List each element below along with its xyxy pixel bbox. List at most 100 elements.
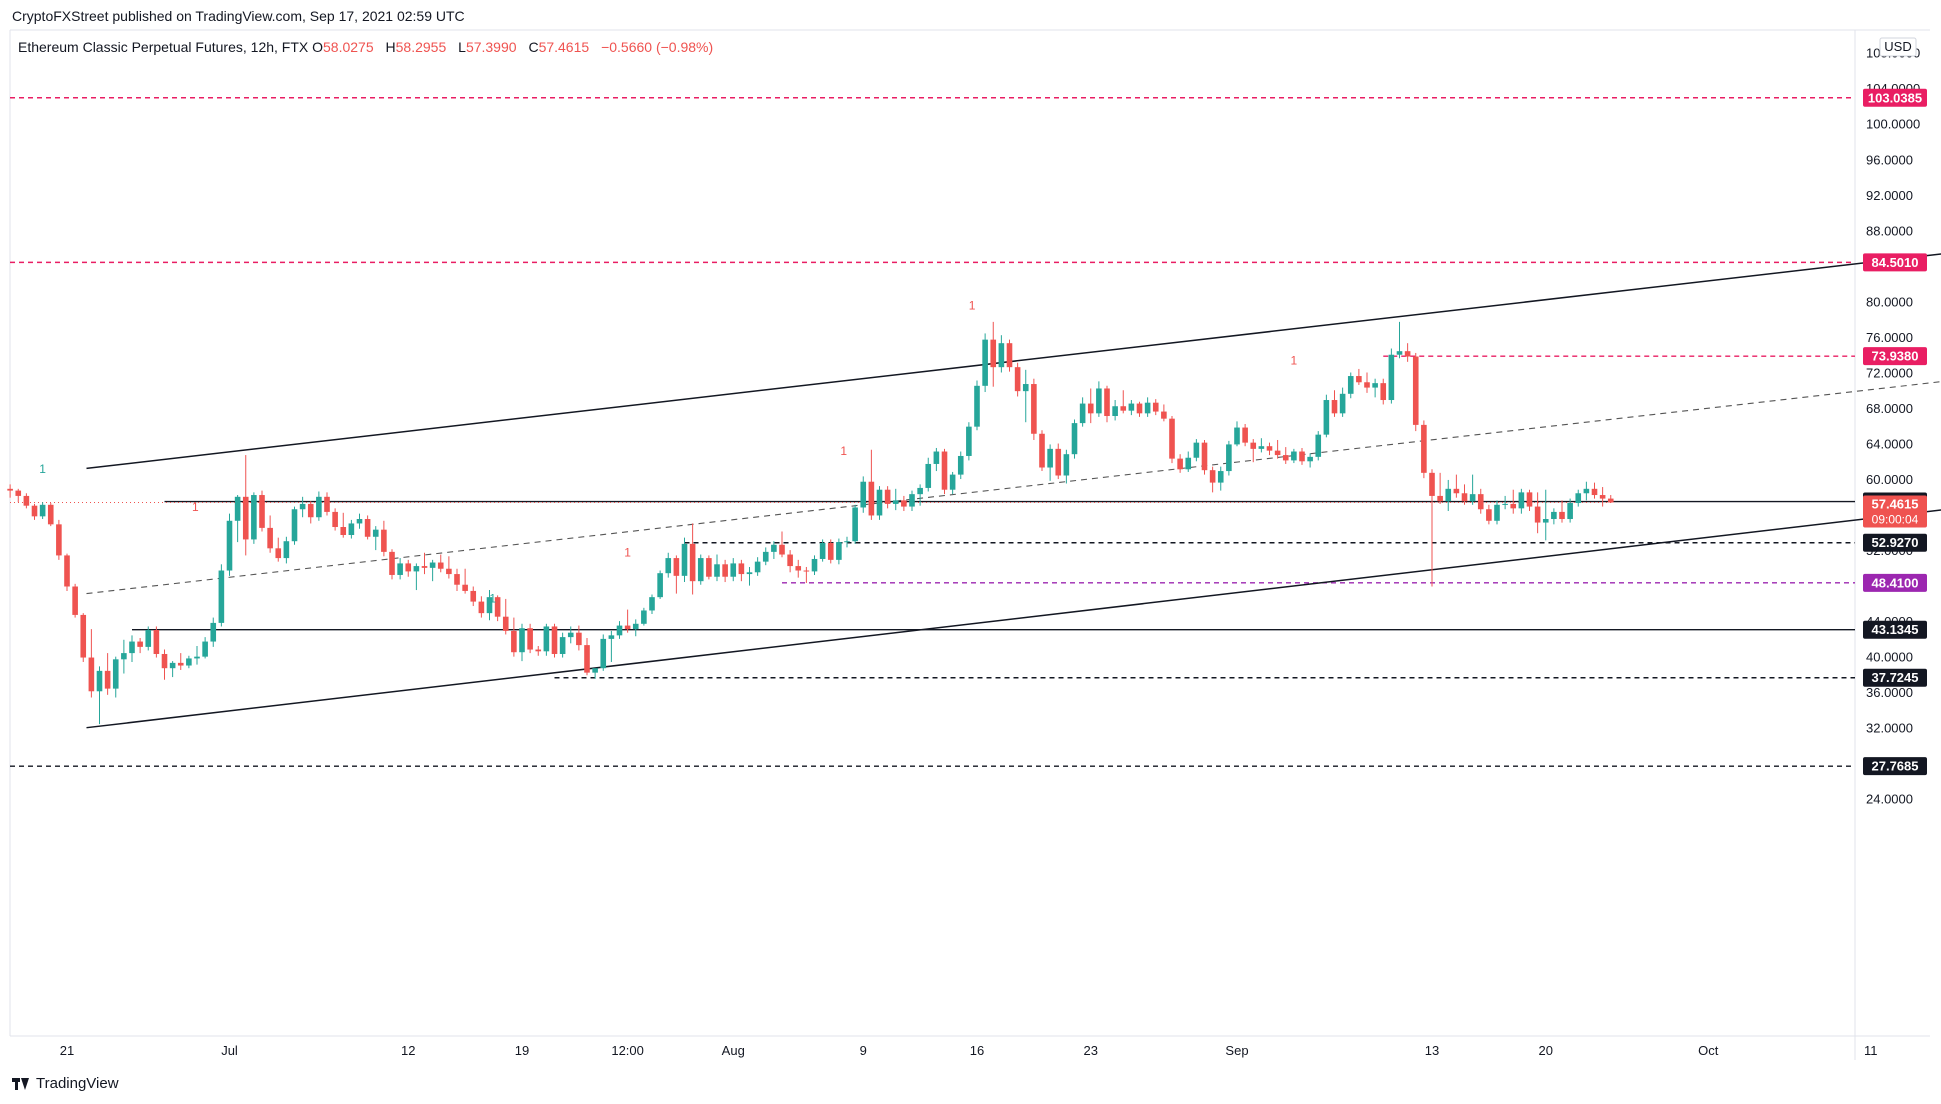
high-value: 58.2955 [395,39,447,55]
candle [1372,378,1378,398]
candle-body [1445,488,1452,502]
candle-body [876,489,883,516]
candle [641,607,647,626]
candle-body [1607,498,1614,503]
candle-body [72,586,78,615]
candle [909,490,915,512]
candle-body [251,495,257,540]
candle-body [104,670,111,689]
candle-body [949,474,956,490]
candle-body [1437,495,1443,502]
candle [1494,500,1500,525]
candle [860,476,867,513]
candle [592,668,598,679]
candle [1575,489,1582,507]
candle [884,486,891,509]
price-tick: 40.0000 [1866,650,1913,665]
candle [844,536,850,548]
candle-body [381,529,387,552]
time-tick: 12 [401,1043,415,1058]
candle [332,508,338,531]
open-label: O [312,39,324,55]
candle [88,629,95,698]
tradingview-brand[interactable]: TradingView [12,1075,119,1092]
candle [234,495,241,543]
candle-body [649,597,655,611]
candle-body [283,541,290,559]
candle-body [1022,384,1029,392]
candle [1193,439,1200,462]
candle-body [600,638,607,669]
candle-body [730,563,737,577]
candle [1534,492,1541,534]
candle [771,541,777,559]
candle-body [584,645,590,673]
close-label: C [528,39,539,55]
candle [226,513,233,576]
candle-body [161,653,168,669]
candle-body [787,554,793,567]
candle [104,653,111,695]
candle-body [1477,494,1484,510]
candle [413,563,420,591]
candle [372,526,379,551]
candle [397,558,403,580]
candle [316,491,322,521]
candle [511,617,517,657]
candle-body [836,542,842,560]
signal-marker: 1 [39,462,46,476]
candle [1429,469,1435,587]
candle-body [413,566,420,572]
candle [787,550,793,573]
candle-body [697,558,704,582]
candle-body [275,548,282,559]
candle-body [722,564,728,577]
time-tick: 13 [1425,1043,1439,1058]
candle-body [925,463,932,488]
candle [941,448,948,495]
candle-body [47,504,54,525]
candle [1526,489,1533,512]
candle-body [307,503,314,518]
candle [779,531,785,558]
candle [576,625,582,651]
level-label-text: 27.7685 [1872,759,1919,774]
candle [381,520,387,557]
candle [324,492,330,516]
candle [1128,400,1135,416]
candle-body [852,507,858,542]
candle-body [1510,503,1517,509]
candle-body [1274,450,1281,456]
candle [1014,362,1021,397]
candle [1323,394,1330,438]
candle-body [592,668,598,673]
candle [722,559,728,583]
candle [519,623,525,662]
candle [39,502,46,520]
candle [1079,397,1086,427]
candle-body [137,641,143,647]
candle-body [998,343,1005,368]
candle [112,656,119,698]
candle-body [1161,411,1167,419]
price-axis[interactable]: 108.0000104.0000100.000096.000092.000088… [1866,46,1920,807]
candle [1136,401,1143,417]
candle-body [974,385,980,427]
candle-body [129,641,135,654]
candle [527,623,533,654]
candle-body [1396,351,1403,355]
candle-body [202,641,208,657]
candle-body [1356,376,1362,383]
currency-badge[interactable]: USD [1879,37,1917,57]
candle [917,484,923,506]
candle-body [1201,442,1208,471]
price-tick: 80.0000 [1866,294,1913,309]
candle [242,455,249,556]
candle-body [884,489,891,504]
candle [1177,454,1183,473]
candle-body [1315,434,1322,457]
candle [283,536,290,564]
signal-marker: 1 [624,545,631,559]
